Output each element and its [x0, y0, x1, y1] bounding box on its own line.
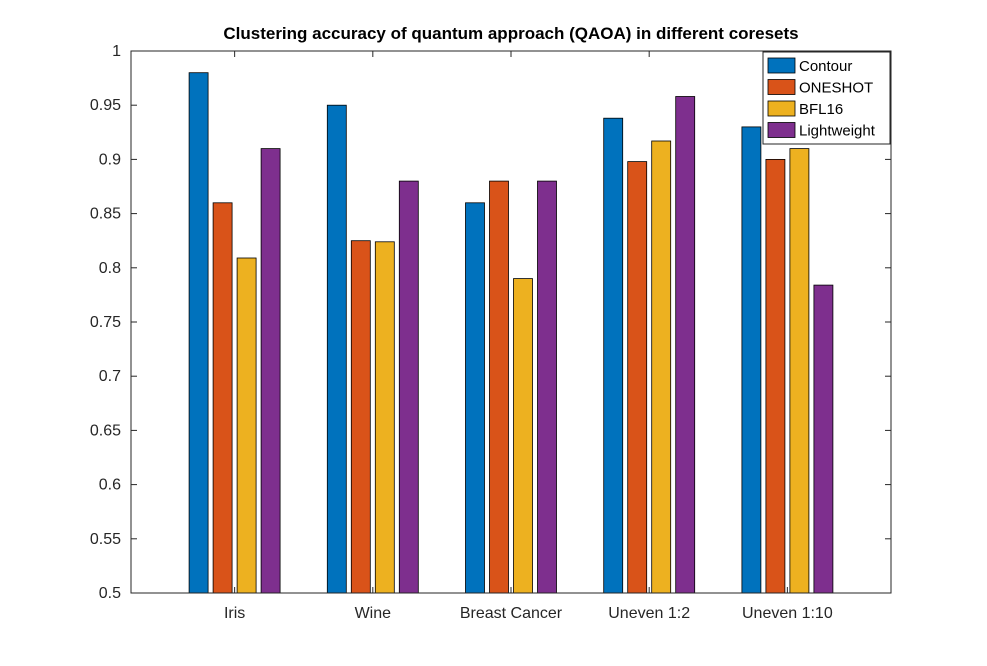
- y-tick-label: 0.65: [90, 422, 121, 439]
- bar-lightweight-wine: [398, 180, 419, 594]
- x-tick-label: Iris: [224, 605, 245, 622]
- bar-oneshot-wine: [350, 240, 371, 594]
- bar-oneshot-breast-cancer: [489, 180, 509, 594]
- bar-lightweight-iris: [260, 148, 281, 594]
- y-tick-label: 0.6: [99, 477, 121, 494]
- bar-contour-breast-cancer: [465, 202, 485, 594]
- y-tick-label: 0.9: [99, 151, 121, 168]
- x-tick-label: Uneven 1:10: [742, 605, 833, 622]
- bar-contour-wine: [326, 104, 347, 594]
- legend-swatch-oneshot: [767, 79, 796, 95]
- legend-swatch-lightweight: [767, 122, 796, 138]
- bar-contour-iris: [188, 72, 209, 594]
- legend-label-bfl16: BFL16: [799, 101, 843, 118]
- legend: Contour ONESHOT BFL16 Lightweight: [762, 51, 891, 145]
- bar-contour-uneven-1-2: [603, 117, 624, 594]
- bar-oneshot-uneven-1-10: [765, 158, 786, 594]
- x-tick-label: Breast Cancer: [460, 605, 563, 622]
- y-tick-label: 0.75: [90, 314, 121, 331]
- bar-oneshot-iris: [212, 202, 233, 594]
- y-tick-label: 0.95: [90, 97, 121, 114]
- bar-bfl16-uneven-1-10: [789, 148, 810, 594]
- x-tick-label: Uneven 1:2: [608, 605, 690, 622]
- legend-swatch-contour: [767, 57, 796, 74]
- axes-layer: Iris Wine Breast Cancer Uneven 1:2 Uneven 1:…: [90, 43, 892, 622]
- bars-layer: [188, 72, 834, 594]
- bar-lightweight-breast-cancer: [537, 180, 557, 594]
- x-tick-label: Wine: [355, 605, 392, 622]
- bar-oneshot-uneven-1-2: [627, 161, 648, 594]
- bar-bfl16-wine: [374, 241, 395, 594]
- bar-bfl16-breast-cancer: [513, 278, 533, 594]
- legend-swatch-bfl16: [767, 100, 796, 117]
- bar-bfl16-iris: [236, 257, 257, 594]
- bar-lightweight-uneven-1-2: [675, 96, 696, 594]
- legend-label-oneshot: ONESHOT: [799, 80, 873, 97]
- y-tick-label: 1: [112, 43, 121, 60]
- y-tick-label: 0.5: [99, 585, 121, 602]
- y-tick-label: 0.8: [99, 260, 121, 277]
- chart-title: Clustering accuracy of quantum approach …: [223, 24, 798, 43]
- y-tick-label: 0.85: [90, 206, 121, 223]
- legend-label-contour: Contour: [799, 58, 852, 75]
- y-tick-label: 0.7: [99, 368, 121, 385]
- bar-contour-uneven-1-10: [741, 126, 762, 594]
- bar-lightweight-uneven-1-10: [813, 284, 834, 594]
- y-tick-label: 0.55: [90, 531, 121, 548]
- bar-bfl16-uneven-1-2: [651, 140, 672, 594]
- legend-label-lightweight: Lightweight: [799, 123, 876, 140]
- axes-box: [130, 50, 892, 594]
